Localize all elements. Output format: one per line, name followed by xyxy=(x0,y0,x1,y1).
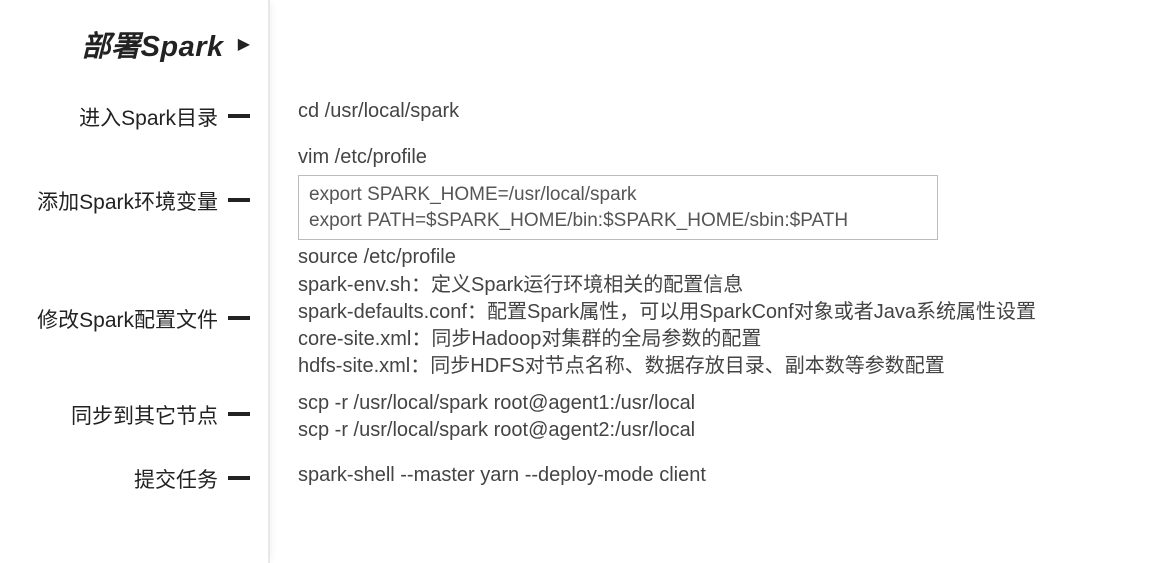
code-line: scp -r /usr/local/spark root@agent2:/usr… xyxy=(298,417,1163,444)
step-label-2: 添加Spark环境变量 xyxy=(0,144,250,258)
dash-icon xyxy=(228,114,250,118)
dash-icon xyxy=(228,316,250,320)
step-label-3: 修改Spark配置文件 xyxy=(0,258,250,386)
dash-icon xyxy=(228,476,250,480)
step-content-4: scp -r /usr/local/spark root@agent1:/usr… xyxy=(298,386,1163,452)
step-label-text: 同步到其它节点 xyxy=(71,400,218,430)
step-label-4: 同步到其它节点 xyxy=(0,386,250,452)
page-root: 部署Spark ▶ 进入Spark目录 添加Spark环境变量 修改Spark配… xyxy=(0,0,1163,563)
dash-icon xyxy=(228,412,250,416)
code-line: hdfs-site.xml：同步HDFS对节点名称、数据存放目录、副本数等参数配… xyxy=(298,353,1163,380)
step-label-text: 修改Spark配置文件 xyxy=(37,304,218,334)
step-label-text: 进入Spark目录 xyxy=(79,102,218,132)
step-content-5: spark-shell --master yarn --deploy-mode … xyxy=(298,452,1163,506)
code-line: vim /etc/profile xyxy=(298,144,1163,171)
triangle-right-icon: ▶ xyxy=(238,34,250,54)
left-column: 部署Spark ▶ 进入Spark目录 添加Spark环境变量 修改Spark配… xyxy=(0,0,270,563)
step-label-5: 提交任务 xyxy=(0,452,250,506)
step-content-2: vim /etc/profile export SPARK_HOME=/usr/… xyxy=(298,144,1163,258)
code-line: export PATH=$SPARK_HOME/bin:$SPARK_HOME/… xyxy=(309,208,927,234)
step-label-text: 提交任务 xyxy=(134,464,218,494)
code-line: core-site.xml：同步Hadoop对集群的全局参数的配置 xyxy=(298,326,1163,353)
title-row: 部署Spark ▶ xyxy=(0,22,250,66)
step-label-text: 添加Spark环境变量 xyxy=(37,186,218,216)
title-spacer xyxy=(298,22,1163,66)
step-content-1: cd /usr/local/spark xyxy=(298,98,1163,144)
code-line: cd /usr/local/spark xyxy=(298,98,1163,125)
code-line: spark-env.sh：定义Spark运行环境相关的配置信息 xyxy=(298,272,1163,299)
page-title: 部署Spark xyxy=(82,23,224,65)
step-content-3: spark-env.sh：定义Spark运行环境相关的配置信息 spark-de… xyxy=(298,258,1163,386)
step-label-1: 进入Spark目录 xyxy=(0,98,250,144)
code-line: export SPARK_HOME=/usr/local/spark xyxy=(309,182,927,208)
code-box: export SPARK_HOME=/usr/local/spark expor… xyxy=(298,175,938,240)
code-line: spark-defaults.conf：配置Spark属性，可以用SparkCo… xyxy=(298,299,1163,326)
code-line: spark-shell --master yarn --deploy-mode … xyxy=(298,462,1163,489)
dash-icon xyxy=(228,198,250,202)
code-line: scp -r /usr/local/spark root@agent1:/usr… xyxy=(298,390,1163,417)
right-column: cd /usr/local/spark vim /etc/profile exp… xyxy=(270,0,1163,563)
